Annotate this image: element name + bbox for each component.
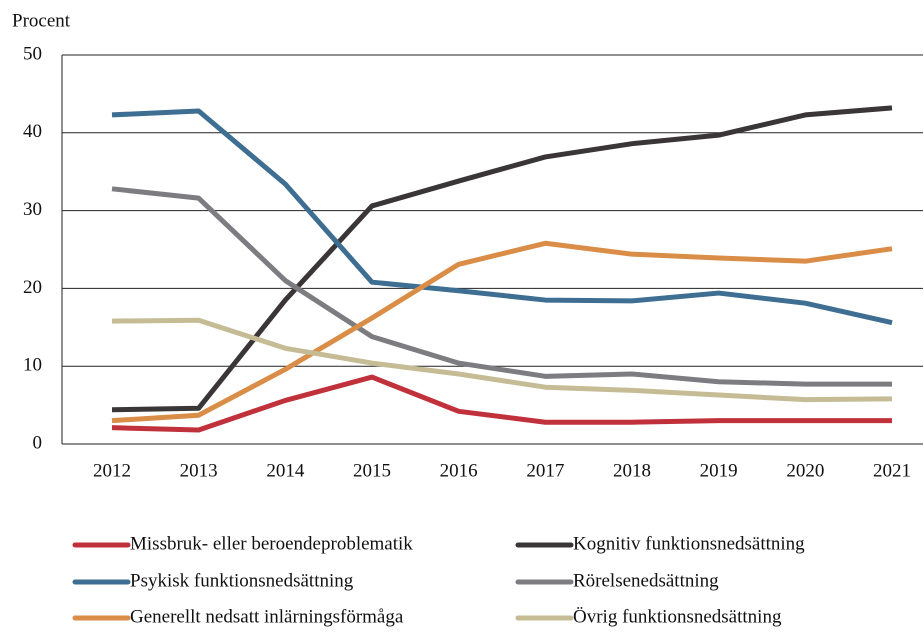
x-tick-label: 2020 <box>786 460 824 481</box>
y-axis-label: Procent <box>12 10 71 31</box>
series-line <box>111 240 893 424</box>
x-tick-label: 2012 <box>93 460 131 481</box>
y-tick-label: 10 <box>23 355 42 376</box>
x-tick-label: 2018 <box>613 460 651 481</box>
legend-label: Rörelsenedsättning <box>573 570 719 591</box>
x-tick-label: 2015 <box>353 460 391 481</box>
y-tick-label: 20 <box>23 277 42 298</box>
legend-label: Övrig funktionsnedsättning <box>573 606 782 627</box>
x-tick-label: 2021 <box>873 460 911 481</box>
y-tick-label: 50 <box>23 43 42 64</box>
x-tick-label: 2017 <box>526 460 564 481</box>
x-tick-label: 2016 <box>440 460 478 481</box>
y-tick-label: 0 <box>33 432 43 453</box>
series-line <box>111 374 892 433</box>
series-line <box>111 105 893 413</box>
legend-label: Missbruk- eller beroendeproblematik <box>130 533 413 554</box>
legend-label: Kognitiv funktionsnedsättning <box>573 533 805 554</box>
x-tick-label: 2019 <box>700 460 738 481</box>
series-line <box>111 186 892 387</box>
series-line <box>111 108 893 326</box>
legend-label: Generellt nedsatt inlärningsförmåga <box>130 606 404 627</box>
legend-label: Psykisk funktionsnedsättning <box>130 570 354 591</box>
y-tick-label: 30 <box>23 199 42 220</box>
x-tick-label: 2014 <box>266 460 305 481</box>
series-line <box>111 317 893 403</box>
x-tick-label: 2013 <box>180 460 218 481</box>
y-tick-label: 40 <box>23 121 42 142</box>
